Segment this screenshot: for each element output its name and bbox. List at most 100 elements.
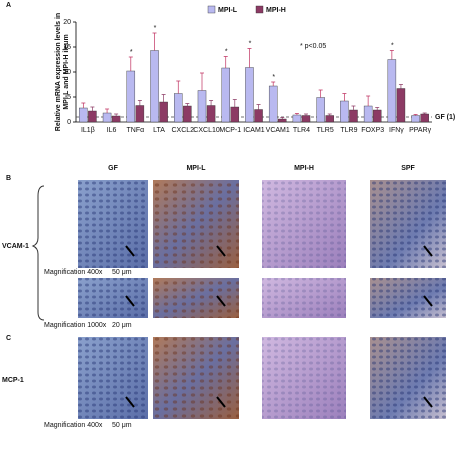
column-header: SPF <box>401 165 415 172</box>
error-bar <box>114 113 119 116</box>
error-bar <box>280 117 285 119</box>
histology-texture <box>153 278 239 318</box>
x-tick-label: CXCL2 <box>172 127 195 134</box>
significance-marker: * <box>130 49 133 56</box>
legend-swatch <box>255 5 264 14</box>
histology-texture <box>153 180 239 268</box>
histology-texture <box>153 337 239 419</box>
x-tick-label: TLR9 <box>340 127 357 134</box>
bar <box>245 67 254 123</box>
arrow <box>423 245 433 257</box>
error-bar <box>247 48 252 68</box>
column-header: MPI-H <box>294 165 314 172</box>
scale-bar-label: 20 μm <box>112 322 132 329</box>
error-bar <box>128 56 133 71</box>
row-label: VCAM-1 <box>2 243 29 250</box>
significance-marker: * <box>154 25 157 32</box>
significance-note: * p<0.05 <box>300 43 326 50</box>
bar <box>111 115 121 123</box>
y-tick-label: 0 <box>67 119 71 126</box>
error-bar <box>398 84 403 89</box>
significance-marker: * <box>249 40 252 47</box>
x-tick-label: IL6 <box>107 127 117 134</box>
bar <box>363 105 373 123</box>
scale-bar-label: 50 μm <box>112 422 132 429</box>
x-tick-label: PPARγ <box>409 127 432 134</box>
panel-label: B <box>6 175 11 182</box>
y-tick-label: 5 <box>67 94 71 101</box>
legend-label: MPI-L <box>218 7 238 14</box>
bar <box>183 105 192 123</box>
error-bar <box>375 107 380 110</box>
bar <box>102 112 112 123</box>
bar <box>206 105 216 123</box>
bar <box>340 100 349 123</box>
bar <box>230 106 240 123</box>
bar <box>197 90 207 123</box>
bar <box>292 114 302 123</box>
bar <box>254 109 263 123</box>
histology-texture <box>262 337 346 419</box>
error-bar <box>366 95 371 106</box>
arrow <box>125 396 135 408</box>
error-bar <box>256 104 261 110</box>
y-tick-label: 20 <box>63 19 71 26</box>
histology-texture <box>78 337 148 419</box>
x-tick-label: TNFα <box>127 127 145 134</box>
legend-swatch <box>207 5 216 14</box>
magnification-label: Magnification 1000x <box>44 322 107 329</box>
y-tick-label: 15 <box>63 44 71 51</box>
bar <box>301 115 311 123</box>
arrow <box>216 245 226 257</box>
error-bar <box>209 100 214 106</box>
y-axis-label: Relative mRNA expression levels in <box>55 13 62 131</box>
bar <box>278 118 287 123</box>
error-bar <box>422 112 427 114</box>
panel-label: A <box>6 2 11 9</box>
arrow <box>216 295 226 307</box>
x-tick-label: VCAM1 <box>266 127 290 134</box>
bar <box>396 88 406 123</box>
x-tick-label: MCP-1 <box>219 127 241 134</box>
x-tick-label: FOXP3 <box>361 127 384 134</box>
histology-texture <box>370 337 446 419</box>
significance-marker: * <box>272 74 275 81</box>
x-tick-label: IL1β <box>81 127 95 134</box>
bar <box>88 110 97 123</box>
error-bar <box>351 105 356 110</box>
error-bar <box>413 114 418 116</box>
histology-texture <box>78 278 148 318</box>
error-bar <box>81 102 86 108</box>
x-tick-label: TLR5 <box>317 127 334 134</box>
bar <box>372 109 382 123</box>
bar <box>316 97 325 123</box>
error-bar <box>223 56 228 68</box>
y-tick-label: 10 <box>63 69 71 76</box>
histology-texture <box>370 278 446 318</box>
significance-marker: * <box>391 42 394 49</box>
error-bar <box>185 103 190 106</box>
bar <box>221 67 230 123</box>
significance-marker: * <box>225 48 228 55</box>
bar <box>126 70 136 123</box>
column-header: MPI-L <box>186 165 206 172</box>
error-bar <box>327 113 332 116</box>
magnification-label: Magnification 400x <box>44 422 103 429</box>
error-bar <box>152 32 157 51</box>
histology-texture <box>370 180 446 268</box>
arrow <box>423 396 433 408</box>
bar <box>268 85 278 123</box>
error-bar <box>232 99 237 107</box>
error-bar <box>389 50 394 60</box>
x-tick-label: CXCL10 <box>193 127 220 134</box>
histology-texture <box>262 278 346 318</box>
error-bar <box>304 113 309 116</box>
y-axis-label: MPI-L and MPI-H ileum <box>63 34 70 109</box>
x-tick-label: LTA <box>153 127 165 134</box>
reference-label: GF (1) <box>435 114 455 121</box>
bar <box>411 115 420 123</box>
arrow <box>125 245 135 257</box>
error-bar <box>199 72 204 91</box>
arrow <box>125 295 135 307</box>
